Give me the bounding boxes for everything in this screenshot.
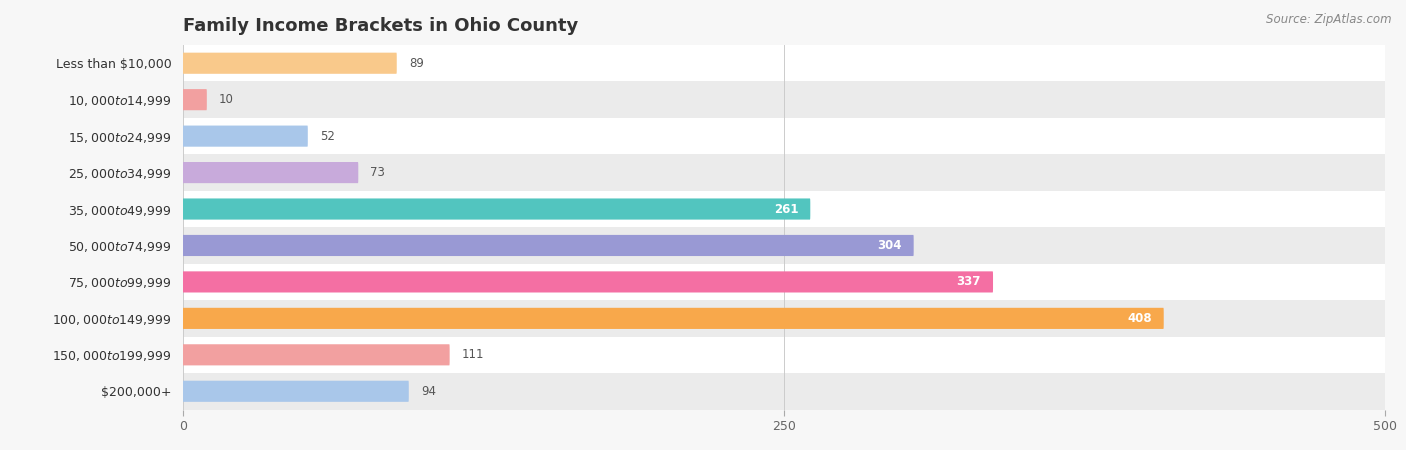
FancyBboxPatch shape bbox=[183, 271, 993, 292]
Text: Family Income Brackets in Ohio County: Family Income Brackets in Ohio County bbox=[183, 17, 578, 35]
Bar bbox=[183, 45, 1385, 81]
Text: 408: 408 bbox=[1128, 312, 1152, 325]
Text: Source: ZipAtlas.com: Source: ZipAtlas.com bbox=[1267, 14, 1392, 27]
Bar bbox=[183, 118, 1385, 154]
Text: 337: 337 bbox=[956, 275, 981, 288]
FancyBboxPatch shape bbox=[183, 53, 396, 74]
Text: 52: 52 bbox=[319, 130, 335, 143]
Bar bbox=[183, 154, 1385, 191]
Bar bbox=[183, 81, 1385, 118]
Text: 111: 111 bbox=[461, 348, 484, 361]
FancyBboxPatch shape bbox=[183, 162, 359, 183]
Bar bbox=[183, 191, 1385, 227]
Text: 10: 10 bbox=[219, 93, 233, 106]
FancyBboxPatch shape bbox=[183, 89, 207, 110]
Bar bbox=[183, 337, 1385, 373]
Text: 261: 261 bbox=[773, 202, 799, 216]
Text: 73: 73 bbox=[370, 166, 385, 179]
Bar bbox=[183, 300, 1385, 337]
FancyBboxPatch shape bbox=[183, 235, 914, 256]
Bar bbox=[183, 227, 1385, 264]
FancyBboxPatch shape bbox=[183, 198, 810, 220]
FancyBboxPatch shape bbox=[183, 308, 1164, 329]
FancyBboxPatch shape bbox=[183, 126, 308, 147]
Bar bbox=[183, 264, 1385, 300]
Bar bbox=[183, 373, 1385, 410]
FancyBboxPatch shape bbox=[183, 344, 450, 365]
Text: 94: 94 bbox=[420, 385, 436, 398]
Text: 304: 304 bbox=[877, 239, 901, 252]
FancyBboxPatch shape bbox=[183, 381, 409, 402]
Text: 89: 89 bbox=[409, 57, 423, 70]
